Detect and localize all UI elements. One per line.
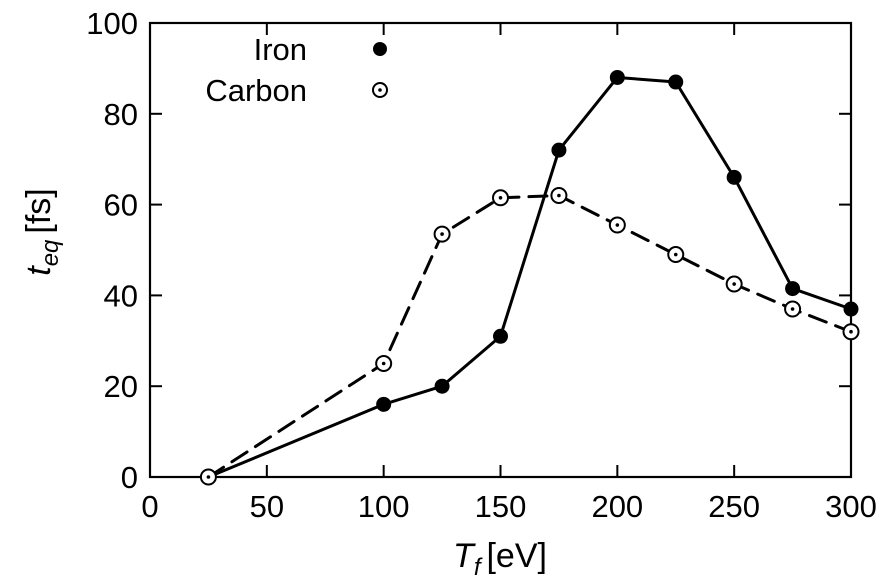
legend: Iron Carbon bbox=[205, 32, 388, 108]
x-axis-label: Tf [eV] bbox=[453, 537, 547, 581]
data-point-carbon-dot bbox=[440, 232, 444, 236]
series-line-carbon bbox=[206, 194, 853, 479]
x-tick-label: 100 bbox=[358, 489, 410, 524]
data-point-carbon-dot bbox=[673, 252, 678, 257]
x-axis-var-subscript: f bbox=[474, 554, 483, 581]
y-axis-label: teq [fs] bbox=[20, 188, 64, 276]
data-point-carbon-dot bbox=[790, 307, 795, 311]
x-tick-label: 150 bbox=[475, 489, 527, 524]
y-axis-unit: [fs] bbox=[20, 188, 58, 233]
y-axis-ticks: 0 20 40 60 80 100 bbox=[86, 6, 851, 495]
y-tick-label: 80 bbox=[104, 97, 138, 132]
legend-marker-iron bbox=[373, 42, 387, 56]
x-tick-label: 50 bbox=[250, 489, 284, 524]
y-tick-label: 100 bbox=[86, 6, 138, 41]
data-point-iron bbox=[668, 74, 684, 90]
data-point-carbon-dot bbox=[206, 475, 211, 479]
data-point-carbon-dot bbox=[732, 282, 736, 286]
data-point-iron bbox=[434, 378, 450, 394]
y-tick-label: 40 bbox=[104, 278, 138, 313]
data-point-iron bbox=[785, 281, 801, 297]
x-axis-var: T bbox=[453, 537, 476, 575]
data-point-carbon-dot bbox=[498, 195, 503, 200]
data-point-iron bbox=[843, 301, 859, 317]
data-point-carbon-dot bbox=[849, 329, 853, 334]
y-tick-label: 60 bbox=[104, 188, 138, 223]
series-markers bbox=[199, 69, 860, 486]
y-axis-var-subscript: eq bbox=[37, 239, 64, 266]
data-point-iron bbox=[376, 396, 392, 412]
x-tick-label: 300 bbox=[825, 489, 877, 524]
data-point-carbon-dot bbox=[615, 223, 620, 227]
x-tick-label: 0 bbox=[141, 489, 158, 524]
data-point-iron bbox=[726, 169, 742, 185]
legend-entry-carbon: Carbon bbox=[205, 73, 388, 108]
data-point-iron bbox=[493, 328, 508, 344]
series-lines bbox=[206, 75, 853, 479]
x-axis-ticks: 0 50 100 150 200 250 300 bbox=[141, 23, 877, 524]
data-point-carbon-dot bbox=[381, 361, 386, 366]
x-tick-label: 250 bbox=[708, 489, 760, 524]
data-point-iron bbox=[609, 69, 625, 85]
legend-entry-iron: Iron bbox=[254, 32, 387, 67]
y-tick-label: 0 bbox=[121, 460, 138, 495]
x-tick-label: 200 bbox=[591, 489, 643, 524]
legend-marker-carbon-dot bbox=[378, 88, 382, 92]
data-point-iron bbox=[551, 142, 567, 158]
y-tick-label: 20 bbox=[104, 369, 138, 404]
y-axis-var: t bbox=[20, 265, 58, 276]
legend-label-iron: Iron bbox=[254, 32, 307, 67]
data-point-carbon-dot bbox=[557, 193, 561, 198]
series-line-iron bbox=[206, 75, 853, 479]
x-axis-unit: [eV] bbox=[486, 537, 546, 575]
legend-label-carbon: Carbon bbox=[205, 73, 307, 108]
